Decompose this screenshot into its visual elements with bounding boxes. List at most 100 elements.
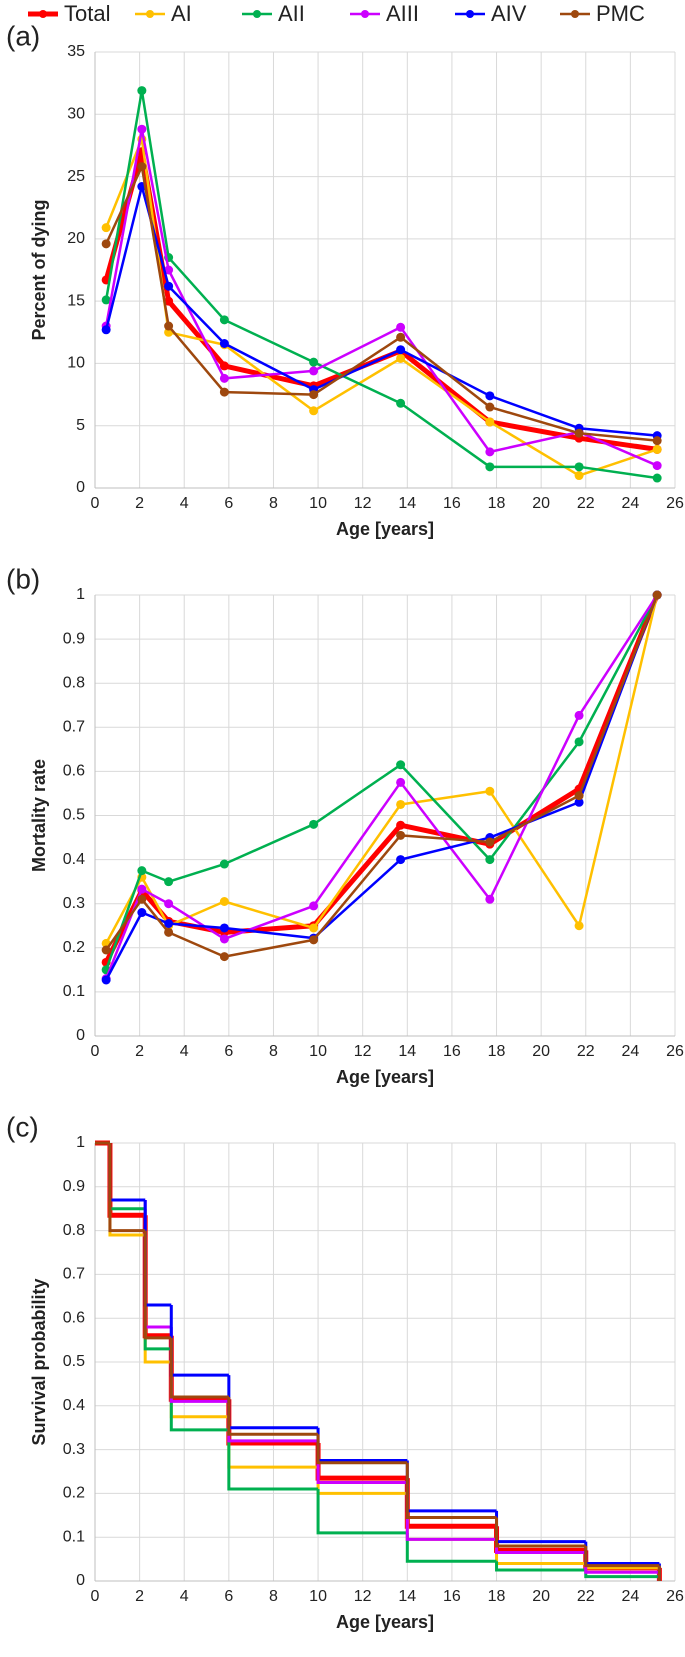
data-point xyxy=(101,295,111,305)
x-tick-label: 2 xyxy=(135,495,144,512)
step-segment xyxy=(169,1337,229,1399)
data-point xyxy=(574,428,584,438)
legend-marker xyxy=(253,10,261,18)
series-line xyxy=(104,594,659,980)
x-tick-label: 14 xyxy=(398,1588,416,1605)
legend-marker xyxy=(571,10,579,18)
data-point xyxy=(164,296,174,306)
data-point xyxy=(574,797,584,807)
data-point xyxy=(309,357,319,367)
data-point xyxy=(396,322,406,332)
data-point xyxy=(164,877,174,887)
legend-label: AII xyxy=(278,1,305,26)
x-tick-label: 22 xyxy=(577,1588,595,1605)
legend-label: AIV xyxy=(491,1,527,26)
data-point xyxy=(164,281,174,291)
y-tick-label: 0.5 xyxy=(63,807,85,824)
data-point xyxy=(485,786,495,796)
data-point xyxy=(396,855,406,865)
data-point xyxy=(137,908,147,918)
y-tick-label: 20 xyxy=(67,230,85,247)
data-point xyxy=(652,444,662,454)
data-point xyxy=(101,975,111,985)
step-segment xyxy=(143,1230,172,1340)
x-tick-label: 18 xyxy=(488,1588,506,1605)
x-tick-label: 6 xyxy=(224,1043,233,1060)
data-point xyxy=(485,417,495,427)
x-tick-label: 16 xyxy=(443,495,461,512)
step-segment xyxy=(169,1362,229,1419)
data-point xyxy=(396,777,406,787)
x-tick-label: 14 xyxy=(398,1043,416,1060)
step-segment xyxy=(316,1489,408,1535)
x-tick-label: 8 xyxy=(269,1588,278,1605)
data-point xyxy=(101,325,111,335)
data-point xyxy=(396,799,406,809)
y-tick-label: 0.8 xyxy=(63,674,85,691)
data-point xyxy=(137,124,147,134)
x-tick-label: 24 xyxy=(621,1043,639,1060)
x-tick-label: 12 xyxy=(354,1588,372,1605)
y-tick-label: 15 xyxy=(67,292,85,309)
y-tick-label: 0.1 xyxy=(63,983,85,1000)
data-point xyxy=(219,361,229,371)
x-tick-label: 20 xyxy=(532,1043,550,1060)
x-axis-title: Age [years] xyxy=(336,519,434,539)
y-tick-label: 0.6 xyxy=(63,763,85,780)
data-point xyxy=(396,345,406,355)
y-tick-label: 0.4 xyxy=(63,851,85,868)
step-segment xyxy=(142,1215,172,1339)
x-tick-label: 0 xyxy=(91,1588,100,1605)
series-line xyxy=(104,594,659,971)
y-tick-label: 0.3 xyxy=(63,1441,85,1458)
x-tick-label: 20 xyxy=(532,1588,550,1605)
data-point xyxy=(309,901,319,911)
data-point xyxy=(219,952,229,962)
step-segment xyxy=(169,1305,229,1377)
step-segment xyxy=(316,1434,408,1465)
data-point xyxy=(396,332,406,342)
legend-label: AIII xyxy=(386,1,419,26)
data-point xyxy=(485,447,495,457)
data-point xyxy=(219,896,229,906)
panel-label: (c) xyxy=(6,1111,39,1142)
x-tick-label: 18 xyxy=(488,495,506,512)
data-point xyxy=(219,923,229,933)
panel-label: (a) xyxy=(6,20,40,51)
x-tick-label: 6 xyxy=(224,1588,233,1605)
y-tick-label: 5 xyxy=(76,417,85,434)
data-point xyxy=(652,461,662,471)
y-axis-title: Percent of dying xyxy=(29,199,49,340)
step-segment xyxy=(495,1517,586,1548)
x-tick-label: 10 xyxy=(309,1588,327,1605)
data-point xyxy=(574,921,584,931)
data-point xyxy=(137,866,147,876)
data-point xyxy=(101,945,111,955)
y-axis-title: Mortality rate xyxy=(29,759,49,872)
step-segment xyxy=(143,1199,172,1307)
y-tick-label: 30 xyxy=(67,106,85,123)
data-point xyxy=(309,923,319,933)
y-tick-label: 0.2 xyxy=(63,1485,85,1502)
series-line xyxy=(105,594,659,981)
data-point xyxy=(652,473,662,483)
data-point xyxy=(485,402,495,412)
legend-marker xyxy=(361,10,369,18)
step-segment xyxy=(108,1143,146,1233)
data-point xyxy=(137,884,147,894)
data-point xyxy=(574,710,584,720)
step-segment xyxy=(405,1532,497,1563)
data-point xyxy=(574,791,584,801)
step-segment xyxy=(143,1234,172,1364)
y-tick-label: 0 xyxy=(76,1027,85,1044)
legend-marker xyxy=(39,10,47,18)
data-point xyxy=(574,462,584,472)
x-tick-label: 22 xyxy=(577,495,595,512)
legend-label: PMC xyxy=(596,1,645,26)
y-tick-label: 0 xyxy=(76,1572,85,1589)
y-tick-label: 0 xyxy=(76,479,85,496)
series-line xyxy=(105,594,659,958)
data-point xyxy=(164,899,174,909)
x-tick-label: 24 xyxy=(621,495,639,512)
